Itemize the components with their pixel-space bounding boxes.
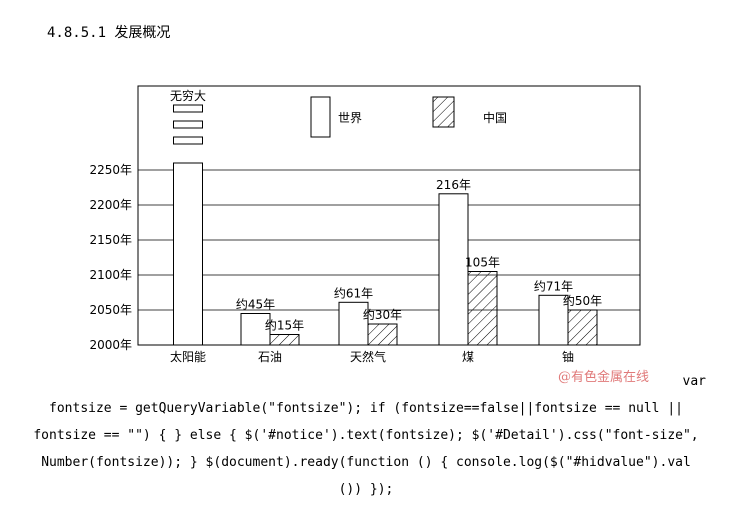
legend-swatch-china [432,96,455,128]
bar-china [367,323,398,346]
bar-china [567,309,598,346]
data-label: 约71年 [534,278,573,293]
y-tick-label: 2200年 [89,198,132,212]
y-axis-ticks: 2000年 2050年 2100年 2150年 2200年 2250年 [89,163,132,352]
bar-world [338,301,369,346]
bar-china [269,334,300,346]
data-label: 216年 [436,178,471,192]
x-tick-label: 铀 [562,350,574,364]
x-tick-label: 太阳能 [170,349,206,364]
data-label: 105年 [465,256,500,270]
bar-world [438,193,469,346]
x-tick-label: 煤 [462,350,474,364]
legend-label-china: 中国 [483,110,507,125]
code-line: fontsize == "") { } else { $('#notice').… [33,428,699,443]
code-snippet: var fontsize = getQueryVariable("fontsiz… [26,368,706,503]
bar-china [467,271,498,346]
data-label: 无穷大 [170,88,206,103]
watermark-text: @有色金属在线 [558,370,650,385]
code-line: var [682,374,706,389]
bar-world [240,313,271,346]
data-label: 约45年 [236,297,275,312]
code-line: Number(fontsize)); } $(document).ready(f… [41,455,691,470]
energy-reserves-chart: 2000年 2050年 2100年 2150年 2200年 2250年 无穷大约45年约1… [89,85,641,364]
code-line: ()) }); [338,482,394,497]
data-label: 约50年 [563,293,602,308]
code-line: fontsize = getQueryVariable("fontsize");… [49,401,683,416]
infinity-dash [173,104,203,113]
legend-label-world: 世界 [338,111,362,125]
y-tick-label: 2050年 [89,303,132,317]
data-label: 约15年 [265,318,304,333]
bars [173,104,598,346]
y-tick-label: 2000年 [89,338,132,352]
legend: 世界 中国 [310,96,507,138]
bar-world [173,162,203,346]
y-tick-label: 2150年 [89,233,132,247]
x-axis-ticks: 太阳能 石油 天然气 煤 铀 [170,349,574,364]
data-label: 约61年 [334,285,373,300]
x-tick-label: 石油 [258,350,282,364]
infinity-dash [173,136,203,145]
data-label: 约30年 [363,307,402,322]
x-tick-label: 天然气 [350,349,386,364]
legend-swatch-world [310,96,331,138]
y-tick-label: 2250年 [89,163,132,177]
section-heading: 4.8.5.1 发展概况 [47,25,171,41]
infinity-dash [173,120,203,129]
y-tick-label: 2100年 [89,268,132,282]
